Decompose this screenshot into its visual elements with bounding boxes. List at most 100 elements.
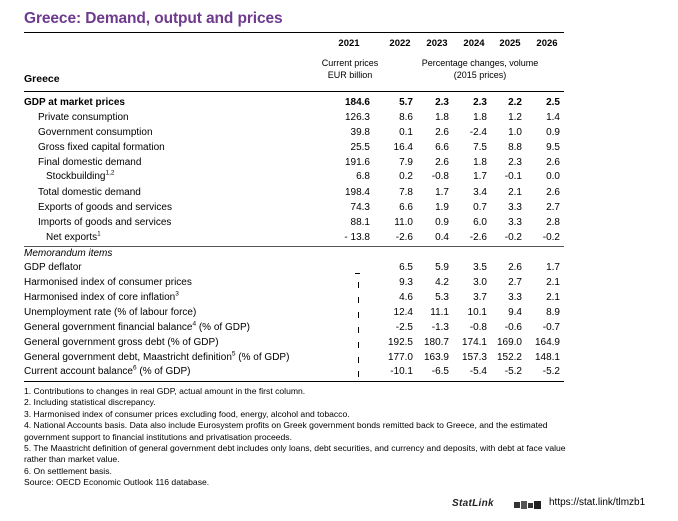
- table-cell: -5.4: [469, 366, 487, 377]
- row-label-text: Exports of goods and services: [38, 202, 172, 213]
- current-prices-note: Current prices EUR billion: [318, 57, 382, 81]
- table-cell: 3.3: [508, 292, 522, 303]
- table-cell: 7.9: [399, 157, 413, 168]
- table-row: Net exports1 - 13.8 -2.6 0.4 -2.6 -0.2 -0.2: [24, 230, 564, 247]
- table-cell: 4.2: [435, 277, 449, 288]
- table-cell: 1.9: [435, 202, 449, 213]
- table-cell: 39.8: [350, 127, 370, 138]
- row-label: General government financial balance4 (%…: [24, 321, 250, 333]
- table-cell: 1.4: [546, 112, 560, 123]
- table-cell: -5.2: [542, 366, 560, 377]
- table-cell: -2.6: [469, 232, 487, 243]
- footnotes: 1. Contributions to changes in real GDP,…: [24, 386, 569, 489]
- memo-row: Current account balance6 (% of GDP) -10.1…: [24, 364, 564, 381]
- table-row: Exports of goods and services 74.3 6.6 1.9 0…: [24, 202, 564, 217]
- row-label-text: Harmonised index of core inflation: [24, 292, 176, 303]
- table-cell: -1.3: [431, 322, 449, 333]
- table-cell: 192.5: [387, 337, 413, 348]
- table-cell: 25.5: [350, 142, 370, 153]
- memo-row: GDP deflator 6.5 5.9 3.5 2.6 1.7: [24, 262, 564, 277]
- row-label: Unemployment rate (% of labour force): [24, 307, 196, 318]
- row-label: Harmonised index of core inflation3: [24, 291, 179, 303]
- table-cell: 2.8: [546, 217, 560, 228]
- table-cell: 9.5: [546, 142, 560, 153]
- table-cell: -6.5: [431, 366, 449, 377]
- table-cell: -0.7: [542, 322, 560, 333]
- table-cell: -5.2: [504, 366, 522, 377]
- not-available-mark: [358, 371, 359, 377]
- table-cell: 0.1: [399, 127, 413, 138]
- row-label-text: Current account balance: [24, 366, 133, 377]
- not-available-mark: [358, 282, 359, 288]
- row-label: Gross fixed capital formation: [24, 142, 165, 153]
- footnote: 5. The Maastricht definition of general …: [24, 443, 566, 465]
- statlink-url[interactable]: https://stat.link/tlmzb1: [549, 497, 646, 508]
- percentage-changes-note: Percentage changes, volume (2015 prices): [410, 57, 550, 81]
- table-cell: 5.7: [399, 97, 413, 108]
- footnote: 6. On settlement basis.: [24, 465, 112, 476]
- table-cell: 0.4: [435, 232, 449, 243]
- footnote: Source: OECD Economic Outlook 116 databa…: [24, 477, 210, 488]
- row-label-text: Stockbuilding: [46, 171, 106, 182]
- table-cell: 1.8: [473, 157, 487, 168]
- table-cell: 3.3: [508, 217, 522, 228]
- table-cell: 164.9: [534, 337, 560, 348]
- memo-row: Harmonised index of consumer prices 9.3 4.…: [24, 277, 564, 292]
- table-cell: -0.2: [504, 232, 522, 243]
- row-label: GDP at market prices: [24, 97, 125, 108]
- table-cell: 163.9: [423, 352, 449, 363]
- table-cell: 6.8: [356, 171, 370, 182]
- table-cell: 177.0: [387, 352, 413, 363]
- not-available-mark: [358, 312, 359, 318]
- footnote: 1. Contributions to changes in real GDP,…: [24, 386, 306, 396]
- table-cell: 3.5: [473, 262, 487, 273]
- table-cell: 1.8: [435, 112, 449, 123]
- table-cell: 0.9: [546, 127, 560, 138]
- row-label-text: Total domestic demand: [38, 187, 141, 198]
- row-label-text: General government financial balance: [24, 322, 193, 333]
- table-cell: 3.0: [473, 277, 487, 288]
- row-label: Net exports1: [24, 230, 101, 243]
- row-label-text: Imports of goods and services: [38, 217, 172, 228]
- table-cell: -0.6: [504, 322, 522, 333]
- table-cell: 5.3: [435, 292, 449, 303]
- table-cell: 6.5: [399, 262, 413, 273]
- table-cell: 0.2: [399, 171, 413, 182]
- row-label-text: Gross fixed capital formation: [38, 142, 165, 153]
- row-label: Final domestic demand: [24, 157, 141, 168]
- row-label: Imports of goods and services: [24, 217, 171, 228]
- table-cell: 2.1: [546, 292, 560, 303]
- table-cell: 2.7: [508, 277, 522, 288]
- table-cell: 12.4: [393, 307, 413, 318]
- table-cell: 6.6: [435, 142, 449, 153]
- table-cell: -2.6: [395, 232, 413, 243]
- top-rule: [24, 32, 564, 33]
- row-label-text: General government debt, Maastricht defi…: [24, 352, 232, 363]
- row-label-text: GDP deflator: [24, 262, 82, 273]
- footnote-ref: 6: [132, 364, 137, 372]
- row-label: Stockbuilding1,2: [24, 169, 115, 182]
- table-cell: 8.8: [508, 142, 522, 153]
- row-label: Total domestic demand: [24, 187, 141, 198]
- not-available-mark: [355, 273, 360, 274]
- footnote-ref: 5: [231, 350, 236, 358]
- table-cell: 6.0: [473, 217, 487, 228]
- table-cell: 2.6: [435, 157, 449, 168]
- row-label: GDP deflator: [24, 262, 82, 273]
- row-label-suffix: (% of GDP): [136, 366, 191, 377]
- table-row: Private consumption 126.3 8.6 1.8 1.8 1.2 1.4: [24, 112, 564, 127]
- row-label: General government gross debt (% of GDP): [24, 337, 219, 348]
- footnote-ref: 1,2: [105, 169, 115, 177]
- row-label: Harmonised index of consumer prices: [24, 277, 192, 288]
- table-row: Stockbuilding1,2 6.8 0.2 -0.8 1.7 -0.1 0.0: [24, 169, 564, 186]
- table-cell: 0.9: [435, 217, 449, 228]
- table-row: Gross fixed capital formation 25.5 16.4 6.6…: [24, 142, 564, 157]
- table-cell: 1.8: [473, 112, 487, 123]
- row-label-text: Government consumption: [38, 127, 153, 138]
- table-cell: 8.9: [546, 307, 560, 318]
- table-row: GDP at market prices 184.6 5.7 2.3 2.3 2.2 2.5: [24, 97, 564, 112]
- footnote-ref: 1: [97, 230, 101, 238]
- table-cell: 2.3: [435, 97, 449, 108]
- table-cell: 2.6: [435, 127, 449, 138]
- row-label-text: Net exports: [46, 232, 98, 243]
